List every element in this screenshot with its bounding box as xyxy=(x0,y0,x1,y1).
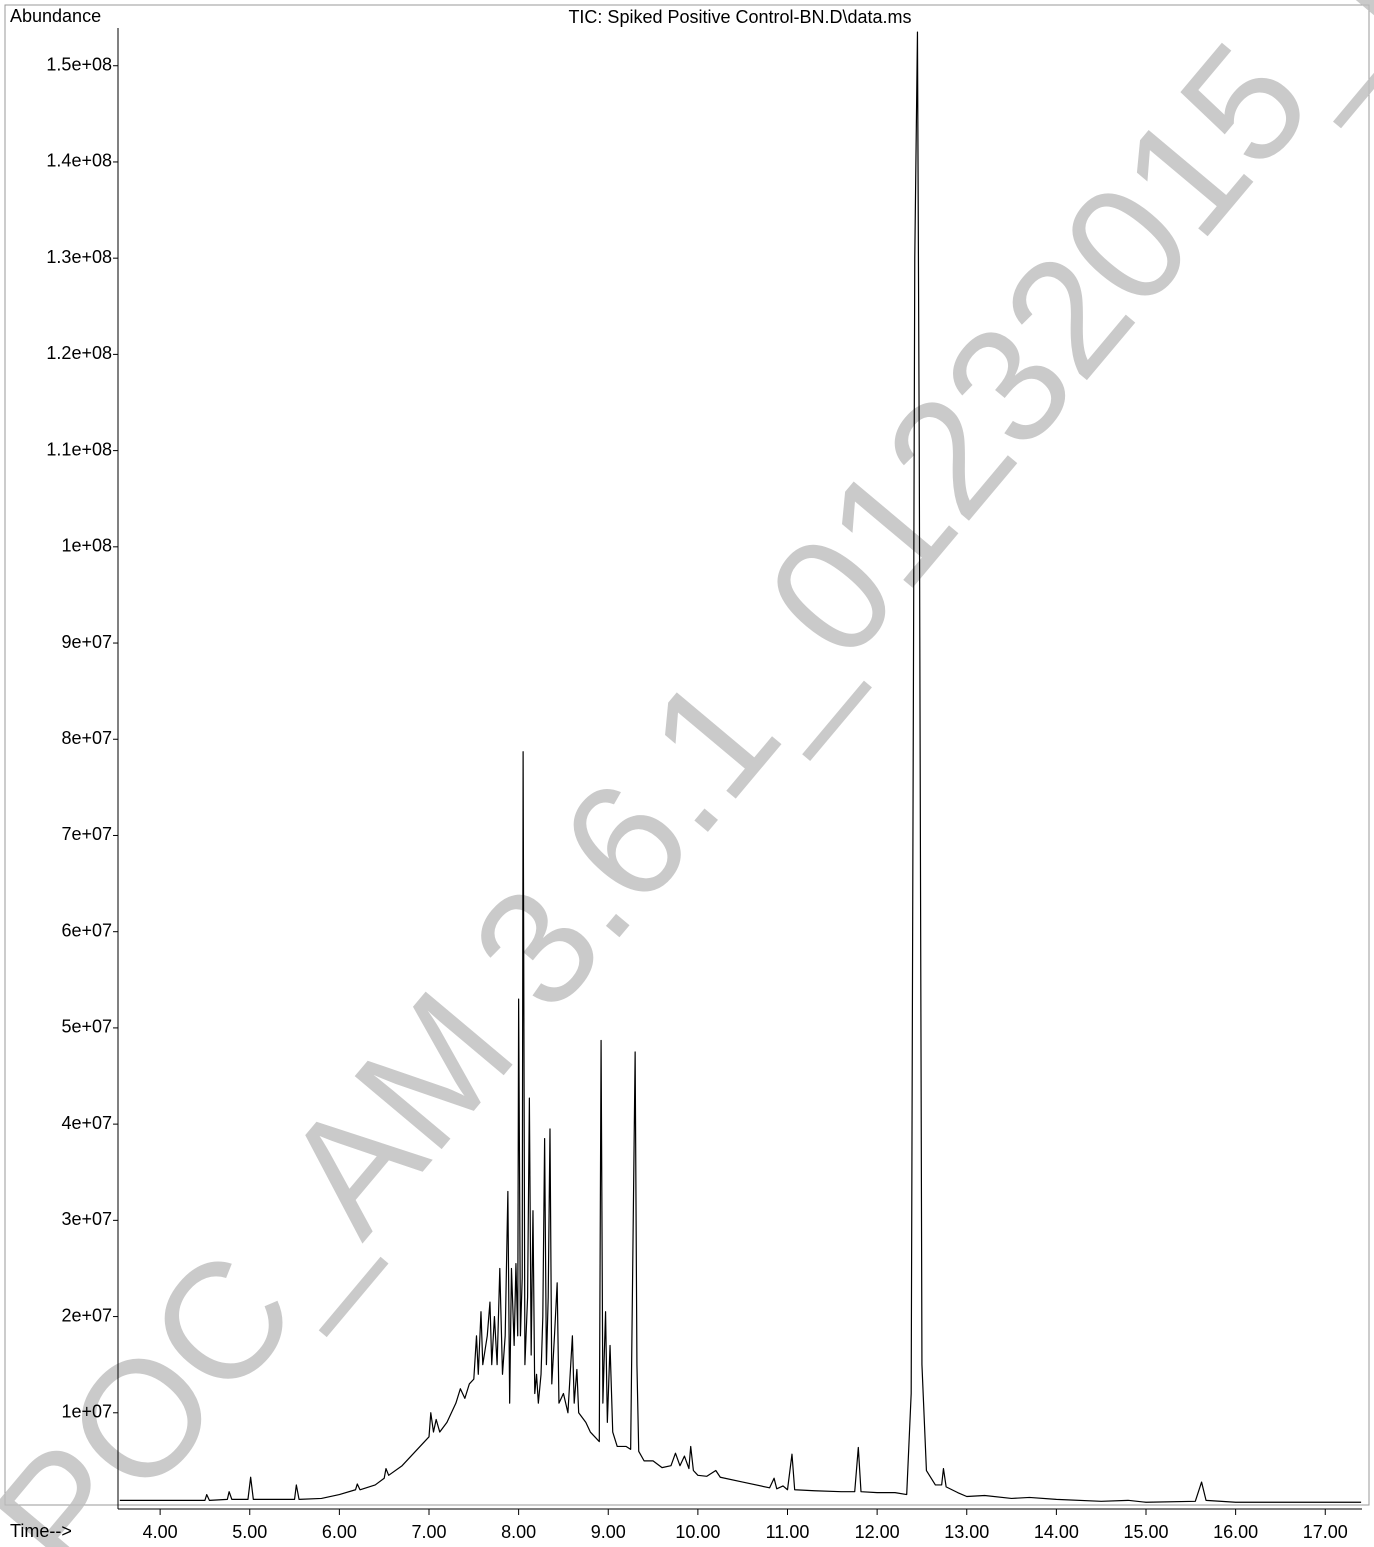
y-tick-label: 6e+07 xyxy=(61,920,112,940)
y-tick-label: 2e+07 xyxy=(61,1305,112,1325)
y-tick-label: 3e+07 xyxy=(61,1209,112,1229)
tic-line xyxy=(119,31,1362,1503)
chart-title: TIC: Spiked Positive Control-BN.D\data.m… xyxy=(568,7,911,27)
y-axis-label: Abundance xyxy=(10,6,101,26)
y-tick-label: 8e+07 xyxy=(61,728,112,748)
x-tick-label: 15.00 xyxy=(1123,1522,1168,1542)
x-tick-label: 5.00 xyxy=(232,1522,267,1542)
y-tick-label: 5e+07 xyxy=(61,1017,112,1037)
x-tick-label: 11.00 xyxy=(766,1522,810,1542)
y-tick-label: 1.2e+08 xyxy=(46,343,112,363)
y-tick-label: 1e+08 xyxy=(61,536,112,556)
x-tick-label: 14.00 xyxy=(1034,1522,1079,1542)
x-tick-label: 8.00 xyxy=(501,1522,536,1542)
y-tick-label: 1.5e+08 xyxy=(46,54,112,74)
y-tick-label: 7e+07 xyxy=(61,824,112,844)
x-tick-label: 4.00 xyxy=(143,1522,178,1542)
y-tick-label: 1.4e+08 xyxy=(46,151,112,171)
x-tick-label: 6.00 xyxy=(322,1522,357,1542)
x-tick-label: 7.00 xyxy=(411,1522,446,1542)
frame xyxy=(4,4,1370,1506)
x-tick-label: 9.00 xyxy=(591,1522,626,1542)
x-tick-label: 10.00 xyxy=(675,1522,720,1542)
y-tick-label: 4e+07 xyxy=(61,1113,112,1133)
y-tick-label: 1.3e+08 xyxy=(46,247,112,267)
y-tick-label: 1e+07 xyxy=(61,1402,112,1422)
y-tick-label: 9e+07 xyxy=(61,632,112,652)
y-tick-label: 1.1e+08 xyxy=(46,439,112,459)
x-tick-label: 13.00 xyxy=(944,1522,989,1542)
x-tick-label: 12.00 xyxy=(855,1522,900,1542)
x-tick-label: 17.00 xyxy=(1303,1522,1348,1542)
x-axis-label: Time--> xyxy=(10,1521,72,1541)
x-tick-label: 16.00 xyxy=(1213,1522,1258,1542)
